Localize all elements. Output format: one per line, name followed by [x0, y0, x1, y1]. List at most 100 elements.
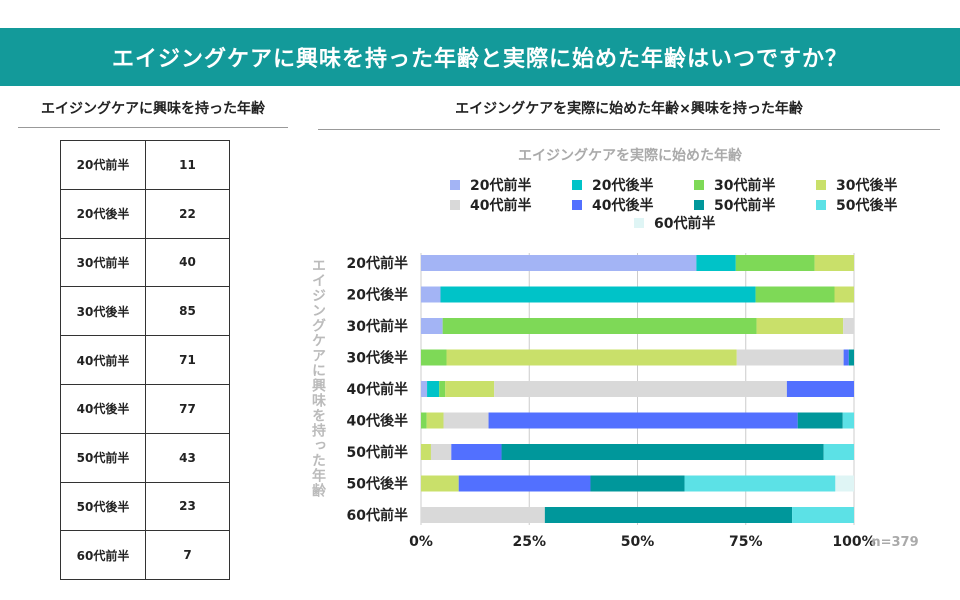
- right-section-title: エイジングケアを実際に始めた年齢×興味を持った年齢: [455, 101, 803, 117]
- bar-segment: [843, 318, 854, 334]
- count-value: 23: [145, 481, 230, 532]
- x-tick-label: 100%: [832, 534, 875, 550]
- interest-age-table: 20代前半 11 20代後半 22 30代前半 40 30代後半 85 40代前半 71 40代後半…: [60, 140, 230, 581]
- table-row: 20代前半 11: [60, 140, 230, 190]
- count-value: 77: [145, 383, 230, 434]
- bar-segment: [590, 475, 685, 492]
- bar-segment: [494, 381, 787, 397]
- bar-segment: [814, 255, 854, 271]
- legend-swatch: [694, 200, 704, 210]
- age-label: 20代後半: [60, 188, 146, 239]
- legend-swatch: [572, 200, 582, 210]
- divider: [18, 127, 288, 128]
- y-tick-label: 40代後半: [347, 413, 408, 430]
- bar-segment: [421, 412, 427, 429]
- bar-segment: [421, 475, 459, 492]
- bar-segment: [458, 475, 591, 492]
- table-row: 60代前半 7: [60, 530, 230, 581]
- bar-segment: [421, 286, 441, 303]
- bar-segment: [451, 444, 502, 460]
- x-tick-label: 25%: [512, 534, 546, 550]
- bar-segment: [421, 444, 431, 460]
- age-label: 40代後半: [60, 383, 146, 434]
- divider: [318, 129, 940, 130]
- bar-segment: [735, 255, 815, 271]
- legend-label: 30代前半: [714, 177, 775, 194]
- table-row: 50代後半 23: [60, 481, 230, 532]
- bar-segment: [834, 286, 854, 303]
- bar-segment: [755, 286, 835, 303]
- count-value: 7: [145, 530, 230, 581]
- legend-label: 40代前半: [470, 197, 531, 214]
- table-row: 40代後半 77: [60, 383, 230, 434]
- age-label: 20代前半: [60, 140, 146, 190]
- y-tick-label: 60代前半: [347, 507, 408, 524]
- table-row: 50代前半 43: [60, 432, 230, 483]
- legend-item: 50代後半: [816, 197, 897, 214]
- legend-swatch: [450, 200, 460, 210]
- page-title: エイジングケアに興味を持った年齢と実際に始めた年齢はいつですか？: [111, 47, 848, 72]
- bar-segment: [736, 349, 844, 366]
- bar-segment: [427, 381, 440, 397]
- legend-item: 60代前半: [634, 215, 715, 232]
- bar-segment: [684, 475, 836, 492]
- bar-segment: [797, 412, 843, 429]
- y-tick-label: 50代後半: [347, 476, 408, 493]
- bar-segment: [426, 412, 444, 429]
- bar-segment: [439, 381, 446, 397]
- legend-item: 40代後半: [572, 197, 653, 214]
- bar-segment: [792, 507, 854, 523]
- age-label: 60代前半: [60, 530, 146, 581]
- bar-segment: [421, 255, 697, 271]
- legend-label: 20代前半: [470, 177, 531, 194]
- count-value: 43: [145, 432, 230, 483]
- bar-segment: [843, 349, 849, 366]
- bar-segment: [443, 412, 489, 429]
- bar-segment: [835, 475, 854, 492]
- x-tick-label: 75%: [729, 534, 763, 550]
- bar-segment: [440, 286, 756, 303]
- legend-item: 20代後半: [572, 177, 653, 194]
- bar-segment: [421, 507, 545, 523]
- legend-label: 60代前半: [654, 215, 715, 232]
- bar-segment: [421, 318, 443, 334]
- x-tick-label: 0%: [409, 534, 433, 550]
- legend-swatch: [634, 218, 644, 228]
- bar-segment: [756, 318, 844, 334]
- y-axis-title: エイジングケアに興味を持った年齢: [310, 258, 326, 498]
- legend-swatch: [694, 180, 704, 190]
- legend-item: 30代前半: [694, 177, 775, 194]
- count-value: 85: [145, 286, 230, 337]
- x-tick-label: 50%: [621, 534, 655, 550]
- age-label: 30代前半: [60, 237, 146, 288]
- table-row: 20代後半 22: [60, 188, 230, 239]
- legend-label: 50代後半: [836, 197, 897, 214]
- bar-segment: [848, 349, 854, 366]
- bar-segment: [488, 412, 798, 429]
- y-tick-label: 30代後半: [347, 350, 408, 367]
- sample-size-note: n=379: [871, 535, 918, 550]
- legend-label: 20代後半: [592, 177, 653, 194]
- bar-segment: [544, 507, 793, 523]
- legend-label: 30代後半: [836, 177, 897, 194]
- bar-segment: [823, 444, 854, 460]
- legend-label: 40代後半: [592, 197, 653, 214]
- legend-item: 50代前半: [694, 197, 775, 214]
- legend-swatch: [572, 180, 582, 190]
- bar-segment: [446, 349, 737, 366]
- header-banner: エイジングケアに興味を持った年齢と実際に始めた年齢はいつですか？: [0, 28, 960, 86]
- bar-segment: [445, 381, 495, 397]
- table-row: 40代前半 71: [60, 335, 230, 385]
- y-tick-label: 50代前半: [347, 444, 408, 461]
- bar-segment: [442, 318, 757, 334]
- bar-segment: [501, 444, 824, 460]
- bar-segment: [786, 381, 854, 397]
- age-label: 40代前半: [60, 335, 146, 385]
- y-tick-label: 20代前半: [347, 255, 408, 272]
- legend-item: 40代前半: [450, 197, 531, 214]
- bar-segment: [696, 255, 736, 271]
- legend-swatch: [450, 180, 460, 190]
- legend-swatch: [816, 200, 826, 210]
- legend-item: 20代前半: [450, 177, 531, 194]
- count-value: 22: [145, 188, 230, 239]
